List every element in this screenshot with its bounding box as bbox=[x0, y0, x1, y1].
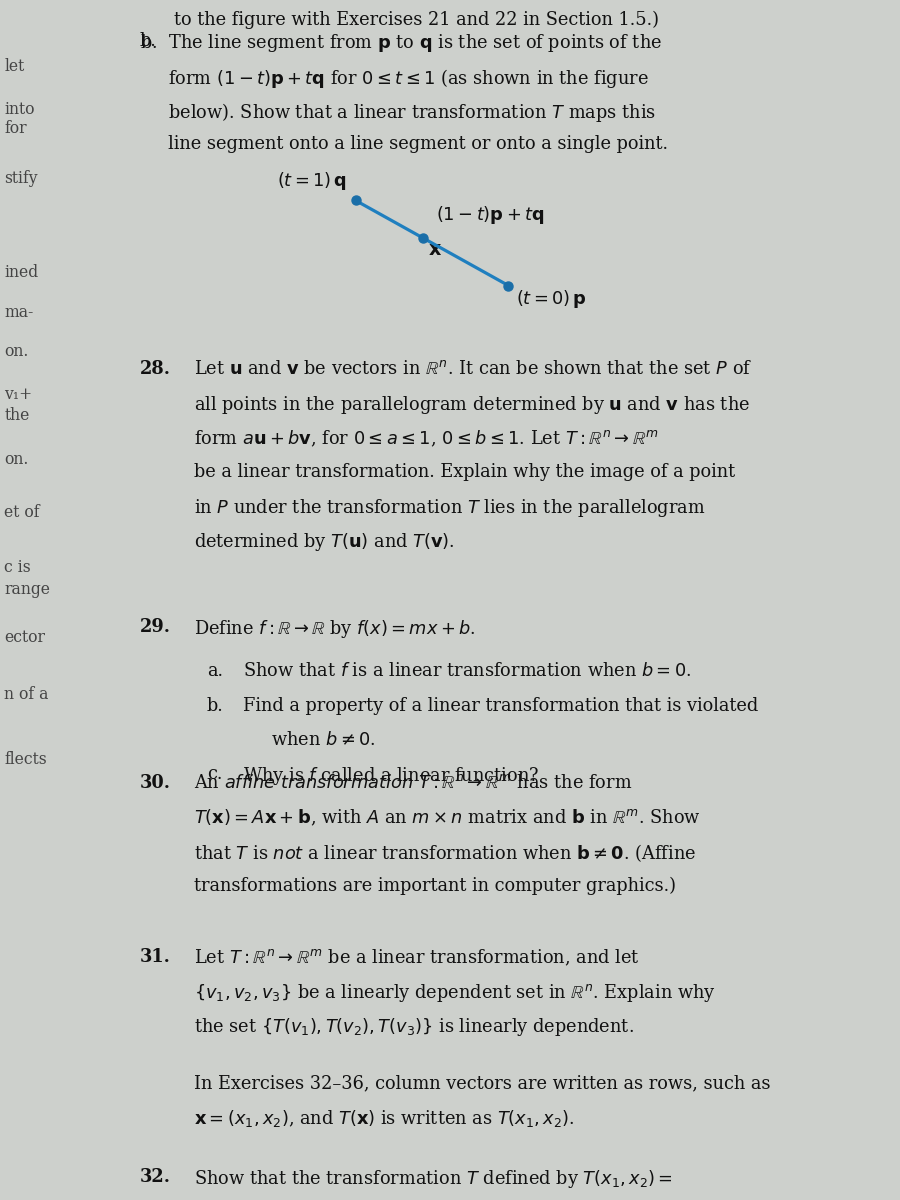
Text: form $a\mathbf{u}+b\mathbf{v}$, for $0\leq a\leq 1$, $0\leq b\leq 1$. Let $T:\ma: form $a\mathbf{u}+b\mathbf{v}$, for $0\l… bbox=[194, 428, 658, 449]
Text: for: for bbox=[4, 120, 27, 137]
Text: to the figure with Exercises 21 and 22 in Section 1.5.): to the figure with Exercises 21 and 22 i… bbox=[174, 11, 659, 29]
Text: flects: flects bbox=[4, 751, 47, 768]
Text: 29.: 29. bbox=[140, 618, 170, 636]
Text: stify: stify bbox=[4, 170, 38, 187]
Text: below). Show that a linear transformation $T$ maps this: below). Show that a linear transformatio… bbox=[140, 101, 655, 124]
Text: ector: ector bbox=[4, 629, 46, 646]
Text: n of a: n of a bbox=[4, 686, 49, 703]
Text: v₁+: v₁+ bbox=[4, 386, 32, 403]
Text: form $(1-t)\mathbf{p}+t\mathbf{q}$ for $0\leq t\leq 1$ (as shown in the figure: form $(1-t)\mathbf{p}+t\mathbf{q}$ for $… bbox=[140, 66, 648, 90]
Text: that $T$ is $\it{not}$ a linear transformation when $\mathbf{b}\neq\mathbf{0}$. : that $T$ is $\it{not}$ a linear transfor… bbox=[194, 842, 696, 864]
Text: $(t=0)\,\mathbf{p}$: $(t=0)\,\mathbf{p}$ bbox=[516, 288, 587, 310]
Text: $T(\mathbf{x})=A\mathbf{x}+\mathbf{b}$, with $A$ an $m\times n$ matrix and $\mat: $T(\mathbf{x})=A\mathbf{x}+\mathbf{b}$, … bbox=[194, 809, 700, 828]
Text: b.  The line segment from $\mathbf{p}$ to $\mathbf{q}$ is the set of points of t: b. The line segment from $\mathbf{p}$ to… bbox=[140, 32, 662, 54]
Text: In Exercises 32–36, column vectors are written as rows, such as: In Exercises 32–36, column vectors are w… bbox=[194, 1074, 770, 1092]
Text: $\mathbf{x}=(x_1, x_2)$, and $T(\mathbf{x})$ is written as $T(x_1, x_2)$.: $\mathbf{x}=(x_1, x_2)$, and $T(\mathbf{… bbox=[194, 1109, 574, 1129]
Text: $(1-t)\mathbf{p}+t\mathbf{q}$: $(1-t)\mathbf{p}+t\mathbf{q}$ bbox=[436, 204, 545, 226]
Text: $\{v_1, v_2, v_3\}$ be a linearly dependent set in $\mathbb{R}^n$. Explain why: $\{v_1, v_2, v_3\}$ be a linearly depend… bbox=[194, 982, 716, 1004]
Text: be a linear transformation. Explain why the image of a point: be a linear transformation. Explain why … bbox=[194, 462, 734, 480]
Text: determined by $T(\mathbf{u})$ and $T(\mathbf{v})$.: determined by $T(\mathbf{u})$ and $T(\ma… bbox=[194, 530, 455, 553]
Text: transformations are important in computer graphics.): transformations are important in compute… bbox=[194, 876, 676, 895]
Text: 32.: 32. bbox=[140, 1168, 170, 1186]
Text: range: range bbox=[4, 581, 50, 598]
Text: b.: b. bbox=[207, 697, 224, 715]
Text: Let $T:\mathbb{R}^n\rightarrow\mathbb{R}^m$ be a linear transformation, and let: Let $T:\mathbb{R}^n\rightarrow\mathbb{R}… bbox=[194, 948, 639, 968]
Text: 30.: 30. bbox=[140, 774, 170, 792]
Text: line segment onto a line segment or onto a single point.: line segment onto a line segment or onto… bbox=[140, 134, 668, 152]
Text: on.: on. bbox=[4, 343, 29, 360]
Text: b.: b. bbox=[140, 32, 157, 50]
Text: 28.: 28. bbox=[140, 360, 170, 378]
Text: $(t=1)\,\mathbf{q}$: $(t=1)\,\mathbf{q}$ bbox=[276, 170, 346, 192]
Text: when $b\neq 0$.: when $b\neq 0$. bbox=[243, 731, 375, 749]
Text: Show that the transformation $T$ defined by $T(x_1,x_2)=$: Show that the transformation $T$ defined… bbox=[194, 1168, 672, 1189]
Text: Show that $f$ is a linear transformation when $b=0$.: Show that $f$ is a linear transformation… bbox=[243, 662, 691, 680]
Text: ined: ined bbox=[4, 264, 39, 281]
Text: c.: c. bbox=[207, 766, 222, 784]
Text: into: into bbox=[4, 101, 35, 118]
Text: a.: a. bbox=[207, 662, 223, 680]
Text: the: the bbox=[4, 407, 30, 424]
Text: Why is $f$ called a linear function?: Why is $f$ called a linear function? bbox=[243, 766, 539, 787]
Text: 31.: 31. bbox=[140, 948, 170, 966]
Text: $\mathbf{x}$: $\mathbf{x}$ bbox=[428, 241, 442, 259]
Text: Let $\mathbf{u}$ and $\mathbf{v}$ be vectors in $\mathbb{R}^n$. It can be shown : Let $\mathbf{u}$ and $\mathbf{v}$ be vec… bbox=[194, 360, 752, 378]
Text: on.: on. bbox=[4, 451, 29, 468]
Text: ma-: ma- bbox=[4, 304, 34, 320]
Text: An $\it{affine\ transformation}$ $T:\mathbb{R}^n\rightarrow\mathbb{R}^m$ has the: An $\it{affine\ transformation}$ $T:\mat… bbox=[194, 774, 632, 792]
Text: the set $\{T(v_1), T(v_2), T(v_3)\}$ is linearly dependent.: the set $\{T(v_1), T(v_2), T(v_3)\}$ is … bbox=[194, 1016, 634, 1038]
Text: c is: c is bbox=[4, 559, 32, 576]
Text: Find a property of a linear transformation that is violated: Find a property of a linear transformati… bbox=[243, 697, 758, 715]
Text: in $P$ under the transformation $T$ lies in the parallelogram: in $P$ under the transformation $T$ lies… bbox=[194, 497, 705, 518]
Text: let: let bbox=[4, 58, 25, 74]
Text: et of: et of bbox=[4, 504, 40, 521]
Text: Define $f:\mathbb{R}\rightarrow\mathbb{R}$ by $f(x)=mx+b$.: Define $f:\mathbb{R}\rightarrow\mathbb{R… bbox=[194, 618, 475, 640]
Text: all points in the parallelogram determined by $\mathbf{u}$ and $\mathbf{v}$ has : all points in the parallelogram determin… bbox=[194, 394, 750, 416]
